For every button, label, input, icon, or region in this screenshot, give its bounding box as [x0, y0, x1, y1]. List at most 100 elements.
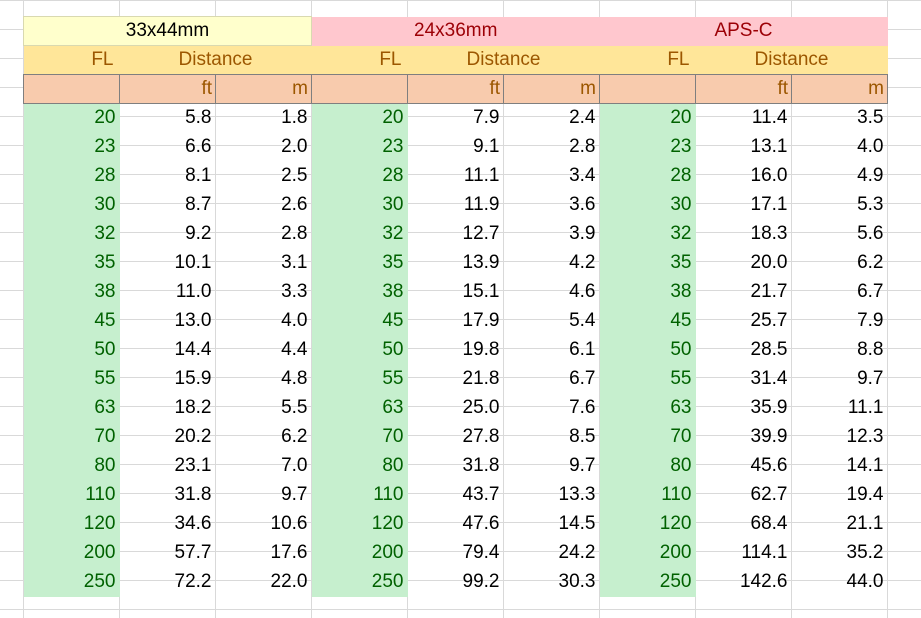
focal-length-cell[interactable]: 23 [23, 132, 120, 162]
focal-length-cell[interactable]: 32 [599, 219, 696, 249]
focal-length-cell[interactable]: 55 [23, 364, 120, 394]
distance-ft-cell[interactable]: 25.7 [750, 310, 788, 331]
distance-m-cell[interactable]: 5.4 [569, 310, 596, 331]
focal-length-cell[interactable]: 45 [311, 306, 408, 336]
distance-m-cell[interactable]: 4.9 [857, 165, 884, 186]
distance-ft-cell[interactable]: 99.2 [462, 571, 500, 592]
distance-ft-cell[interactable]: 14.4 [174, 339, 212, 360]
distance-ft-cell[interactable]: 9.1 [473, 136, 500, 157]
distance-ft-cell[interactable]: 34.6 [174, 513, 212, 534]
distance-ft-cell[interactable]: 13.9 [462, 252, 500, 273]
distance-m-cell[interactable]: 3.4 [569, 165, 596, 186]
distance-m-cell[interactable]: 8.5 [569, 426, 596, 447]
distance-m-cell[interactable]: 7.6 [569, 397, 596, 418]
distance-m-cell[interactable]: 22.0 [270, 571, 308, 592]
distance-ft-cell[interactable]: 79.4 [462, 542, 500, 563]
distance-ft-cell[interactable]: 39.9 [750, 426, 788, 447]
distance-ft-cell[interactable]: 47.6 [462, 513, 500, 534]
format-title-24x36[interactable]: 24x36mm [311, 16, 600, 46]
distance-ft-cell[interactable]: 15.1 [462, 281, 500, 302]
focal-length-cell[interactable]: 30 [599, 190, 696, 220]
distance-m-cell[interactable]: 5.5 [281, 397, 308, 418]
m-unit-header[interactable]: m [503, 74, 600, 104]
distance-m-cell[interactable]: 6.2 [857, 252, 884, 273]
distance-m-cell[interactable]: 6.7 [569, 368, 596, 389]
distance-m-cell[interactable]: 9.7 [569, 455, 596, 476]
focal-length-cell[interactable]: 32 [23, 219, 120, 249]
distance-m-cell[interactable]: 14.5 [558, 513, 596, 534]
distance-m-cell[interactable]: 2.0 [281, 136, 308, 157]
focal-length-cell[interactable]: 70 [311, 422, 408, 452]
distance-m-cell[interactable]: 5.3 [857, 194, 884, 215]
distance-m-cell[interactable]: 3.3 [281, 281, 308, 302]
distance-header[interactable]: Distance [407, 45, 600, 75]
distance-m-cell[interactable]: 2.8 [569, 136, 596, 157]
focal-length-cell[interactable]: 20 [23, 103, 120, 133]
distance-m-cell[interactable]: 6.1 [569, 339, 596, 360]
distance-header[interactable]: Distance [695, 45, 888, 75]
distance-ft-cell[interactable]: 16.0 [750, 165, 788, 186]
focal-length-cell[interactable]: 38 [311, 277, 408, 307]
distance-ft-cell[interactable]: 13.1 [750, 136, 788, 157]
focal-length-cell[interactable]: 200 [23, 538, 120, 568]
focal-length-cell[interactable]: 70 [23, 422, 120, 452]
focal-length-cell[interactable]: 50 [311, 335, 408, 365]
format-title-33x44[interactable]: 33x44mm [23, 16, 312, 46]
fl-unit-cell[interactable] [311, 74, 408, 104]
focal-length-cell[interactable]: 63 [311, 393, 408, 423]
distance-m-cell[interactable]: 35.2 [846, 542, 884, 563]
distance-m-cell[interactable]: 30.3 [558, 571, 596, 592]
distance-m-cell[interactable]: 1.8 [281, 107, 308, 129]
distance-ft-cell[interactable]: 18.3 [750, 223, 788, 244]
distance-ft-cell[interactable]: 72.2 [174, 571, 212, 592]
focal-length-cell[interactable]: 120 [599, 509, 696, 539]
distance-ft-cell[interactable]: 20.2 [174, 426, 212, 447]
focal-length-cell[interactable]: 110 [23, 480, 120, 510]
distance-ft-cell[interactable]: 19.8 [462, 339, 500, 360]
distance-ft-cell[interactable]: 15.9 [174, 368, 212, 389]
distance-m-cell[interactable]: 3.1 [281, 252, 308, 273]
focal-length-cell[interactable]: 250 [599, 567, 696, 597]
focal-length-cell[interactable]: 110 [311, 480, 408, 510]
distance-ft-cell[interactable]: 31.4 [750, 368, 788, 389]
focal-length-cell[interactable]: 20 [311, 103, 408, 133]
distance-m-cell[interactable]: 2.8 [281, 223, 308, 244]
distance-ft-cell[interactable]: 8.7 [185, 194, 212, 215]
fl-header[interactable]: FL [23, 45, 120, 75]
distance-m-cell[interactable]: 2.4 [569, 107, 596, 129]
distance-m-cell[interactable]: 3.9 [569, 223, 596, 244]
m-unit-header[interactable]: m [215, 74, 312, 104]
distance-ft-cell[interactable]: 12.7 [462, 223, 500, 244]
distance-ft-cell[interactable]: 5.8 [185, 107, 212, 129]
distance-ft-cell[interactable]: 25.0 [462, 397, 500, 418]
distance-m-cell[interactable]: 4.8 [281, 368, 308, 389]
focal-length-cell[interactable]: 28 [311, 161, 408, 191]
distance-m-cell[interactable]: 4.2 [569, 252, 596, 273]
focal-length-cell[interactable]: 63 [23, 393, 120, 423]
fl-unit-cell[interactable] [599, 74, 696, 104]
distance-m-cell[interactable]: 24.2 [558, 542, 596, 563]
distance-ft-cell[interactable]: 11.9 [463, 194, 500, 215]
focal-length-cell[interactable]: 38 [599, 277, 696, 307]
distance-ft-cell[interactable]: 18.2 [174, 397, 212, 418]
focal-length-cell[interactable]: 35 [311, 248, 408, 278]
distance-m-cell[interactable]: 19.4 [846, 484, 884, 505]
ft-unit-header[interactable]: ft [407, 74, 504, 104]
distance-ft-cell[interactable]: 23.1 [174, 455, 212, 476]
distance-m-cell[interactable]: 4.6 [569, 281, 596, 302]
focal-length-cell[interactable]: 30 [311, 190, 408, 220]
distance-ft-cell[interactable]: 114.1 [741, 542, 788, 563]
distance-ft-cell[interactable]: 35.9 [750, 397, 788, 418]
distance-ft-cell[interactable]: 11.1 [463, 165, 500, 186]
focal-length-cell[interactable]: 55 [599, 364, 696, 394]
distance-ft-cell[interactable]: 17.1 [750, 194, 788, 215]
distance-m-cell[interactable]: 6.7 [857, 281, 884, 302]
distance-m-cell[interactable]: 2.5 [281, 165, 308, 186]
m-unit-header[interactable]: m [791, 74, 888, 104]
distance-m-cell[interactable]: 14.1 [846, 455, 884, 476]
distance-ft-cell[interactable]: 21.7 [750, 281, 788, 302]
distance-ft-cell[interactable]: 7.9 [473, 107, 500, 129]
focal-length-cell[interactable]: 35 [599, 248, 696, 278]
distance-m-cell[interactable]: 3.5 [857, 107, 884, 129]
